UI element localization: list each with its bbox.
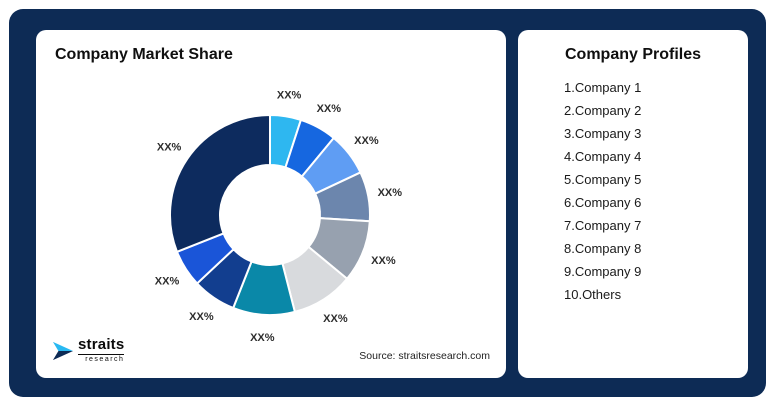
segment-label: XX% <box>371 255 396 267</box>
company-list-item: 4.Company 4 <box>564 149 642 164</box>
profiles-title: Company Profiles <box>564 46 702 63</box>
background-frame: Company Market Share XX% XX% XX% XX% XX% XX% X… <box>9 9 766 397</box>
segment-label: XX% <box>250 332 275 344</box>
company-list-item: 2.Company 2 <box>564 103 642 118</box>
segment-label: XX% <box>157 141 182 153</box>
company-profiles-panel: Company Profiles 1.Company 1 2.Company 2… <box>518 30 748 378</box>
straits-research-logo: straits research <box>52 336 125 364</box>
chart-title: Company Market Share <box>55 46 233 63</box>
company-list-item: 9.Company 9 <box>564 264 642 279</box>
source-text: Source: straitsresearch.com <box>359 350 490 362</box>
company-list-item: 5.Company 5 <box>564 172 642 187</box>
company-list-item: 7.Company 7 <box>564 218 642 233</box>
segment-label: XX% <box>155 275 180 287</box>
company-list-item: 3.Company 3 <box>564 126 642 141</box>
company-list: 1.Company 1 2.Company 2 3.Company 3 4.Co… <box>518 76 748 306</box>
segment-label: XX% <box>323 313 348 325</box>
segment-label: XX% <box>378 187 403 199</box>
segment-label: XX% <box>317 103 342 115</box>
logo-title: straits <box>78 336 125 355</box>
market-share-panel: Company Market Share XX% XX% XX% XX% XX% XX% X… <box>36 30 506 378</box>
company-list-item: 6.Company 6 <box>564 195 642 210</box>
donut-chart: XX% XX% XX% XX% XX% XX% XX% XX% XX% XX% <box>155 90 403 344</box>
logo-text: straits research <box>78 336 125 364</box>
segment-label: XX% <box>354 135 379 147</box>
company-list-item: 10.Others <box>564 287 622 302</box>
donut-segment <box>169 114 271 253</box>
logo-subtitle: research <box>85 355 125 363</box>
company-list-item: 8.Company 8 <box>564 241 642 256</box>
straits-logo-icon <box>52 341 74 360</box>
company-list-item: 1.Company 1 <box>564 80 642 95</box>
segment-label: XX% <box>277 90 302 102</box>
segment-label: XX% <box>189 311 214 323</box>
